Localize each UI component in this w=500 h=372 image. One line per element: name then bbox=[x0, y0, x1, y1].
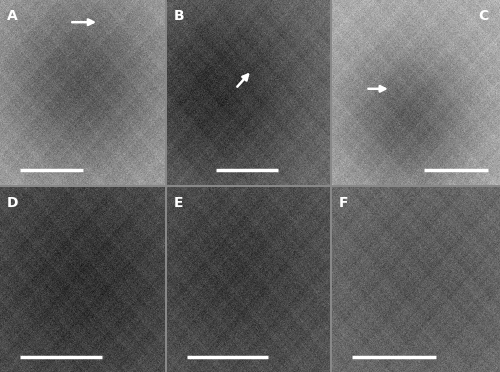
Text: D: D bbox=[6, 196, 18, 210]
Text: B: B bbox=[174, 9, 184, 23]
Text: E: E bbox=[174, 196, 183, 210]
Text: F: F bbox=[338, 196, 348, 210]
Text: C: C bbox=[478, 9, 488, 23]
Text: A: A bbox=[6, 9, 18, 23]
